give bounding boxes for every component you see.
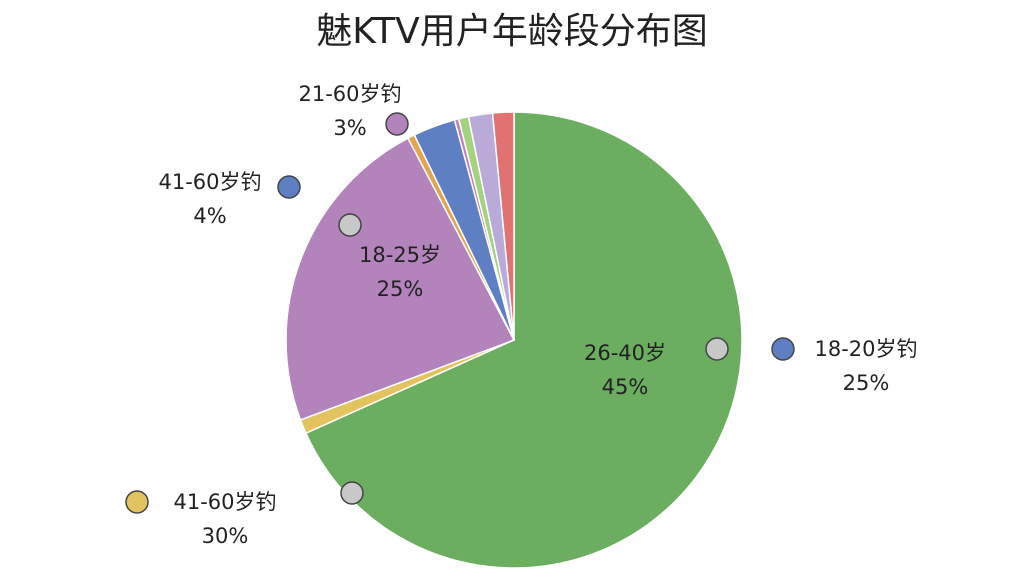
annotations: 21-60岁钓 3% 41-60岁钓 4% 18-25岁 25% 26-40岁 45% 18-2… bbox=[125, 82, 918, 548]
annotation-text: 26-40岁 bbox=[584, 341, 666, 365]
callout-marker bbox=[771, 337, 795, 361]
annotation-text: 30% bbox=[202, 524, 249, 548]
annotation-text: 45% bbox=[602, 375, 649, 399]
pie-slice bbox=[304, 111, 743, 569]
annotation-text: 25% bbox=[843, 371, 890, 395]
annotation-text: 41-60岁钓 bbox=[158, 170, 261, 194]
callout-marker bbox=[385, 112, 409, 136]
callout-marker bbox=[338, 213, 362, 237]
callout-marker bbox=[340, 481, 364, 505]
annotation-text: 25% bbox=[377, 277, 424, 301]
annotation-text: 3% bbox=[333, 116, 366, 140]
callout-marker bbox=[277, 175, 301, 199]
annotation-text: 21-60岁钓 bbox=[298, 82, 401, 106]
callout-marker bbox=[705, 337, 729, 361]
annotation-text: 18-20岁钓 bbox=[814, 337, 917, 361]
pie-slice bbox=[491, 111, 515, 341]
annotation-text: 41-60岁钓 bbox=[173, 490, 276, 514]
annotation-text: 18-25岁 bbox=[359, 243, 441, 267]
annotation-text: 4% bbox=[193, 204, 226, 228]
pie bbox=[285, 111, 743, 569]
chart-title: 魅KTV用户年龄段分布图 bbox=[316, 11, 707, 52]
callout-marker bbox=[125, 490, 149, 514]
pie-slice bbox=[285, 137, 516, 421]
